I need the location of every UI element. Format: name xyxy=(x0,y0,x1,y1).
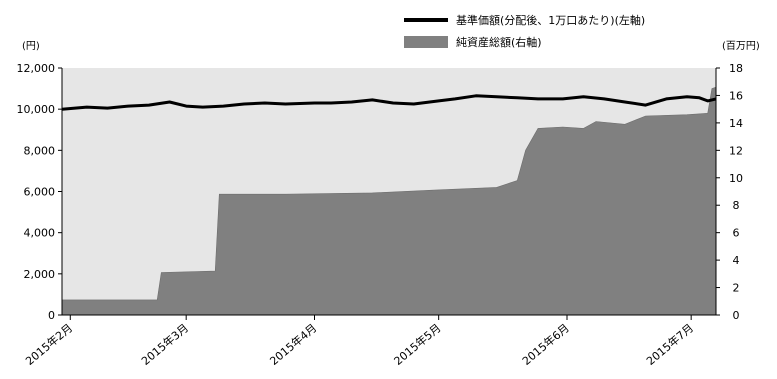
x-tick-label: 2015年3月 xyxy=(138,321,191,368)
left-axis-unit: (円) xyxy=(22,41,40,52)
left-tick-label: 0 xyxy=(48,309,55,322)
x-tick-label: 2015年2月 xyxy=(23,321,76,368)
left-tick-label: 10,000 xyxy=(17,103,56,116)
right-tick-label: 6 xyxy=(733,227,740,240)
series-net-assets-area xyxy=(61,86,717,316)
x-tick-label: 2015年6月 xyxy=(519,321,572,368)
plot-area xyxy=(61,68,717,316)
left-tick-label: 8,000 xyxy=(24,144,56,157)
x-tick-label: 2015年5月 xyxy=(391,321,444,368)
right-tick-label: 4 xyxy=(733,254,740,267)
left-tick-label: 4,000 xyxy=(24,227,56,240)
legend: 基準価額(分配後、1万口あたり)(左軸) 純資産総額(右軸) xyxy=(404,13,645,49)
x-tick-label: 2015年7月 xyxy=(643,321,696,368)
right-tick-label: 2 xyxy=(733,282,740,295)
series-nav-line xyxy=(61,94,717,111)
right-tick-label: 18 xyxy=(729,62,743,75)
right-tick-label: 16 xyxy=(729,89,743,102)
right-tick-label: 12 xyxy=(729,144,743,157)
x-tick-label: 2015年4月 xyxy=(267,321,320,368)
legend-label-nav: 基準価額(分配後、1万口あたり)(左軸) xyxy=(456,13,645,27)
right-tick-label: 8 xyxy=(733,199,740,212)
right-tick-label: 14 xyxy=(729,117,743,130)
right-tick-label: 0 xyxy=(733,309,740,322)
right-axis-unit: (百万円) xyxy=(722,40,760,52)
legend-swatch-area xyxy=(404,36,448,48)
right-tick-label: 10 xyxy=(729,172,743,185)
legend-label-net-assets: 純資産総額(右軸) xyxy=(456,35,542,49)
left-tick-label: 6,000 xyxy=(24,186,56,199)
left-tick-label: 2,000 xyxy=(24,268,56,281)
left-tick-label: 12,000 xyxy=(17,62,56,75)
